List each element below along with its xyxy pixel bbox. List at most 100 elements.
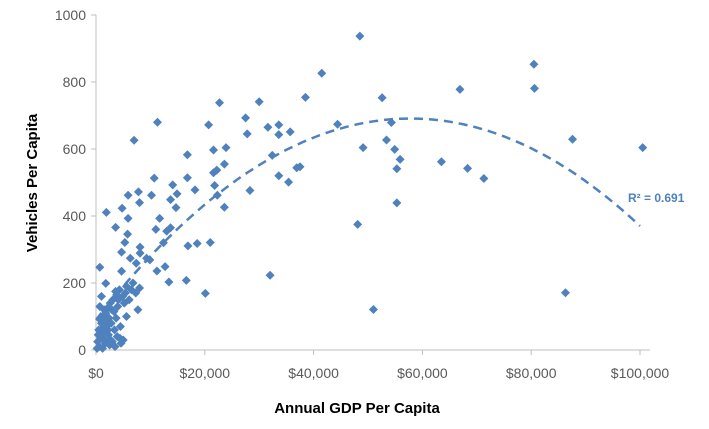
data-point bbox=[300, 92, 310, 102]
data-point bbox=[131, 258, 141, 268]
data-point bbox=[162, 226, 172, 236]
data-point bbox=[219, 159, 229, 169]
data-point bbox=[560, 288, 570, 298]
x-tick-label: $20,000 bbox=[179, 365, 230, 381]
data-point bbox=[568, 134, 578, 144]
data-point bbox=[263, 122, 273, 132]
data-point bbox=[133, 187, 143, 197]
data-point bbox=[152, 117, 162, 127]
data-point bbox=[192, 238, 202, 248]
data-point bbox=[392, 164, 402, 174]
data-point bbox=[479, 173, 489, 183]
data-point bbox=[274, 120, 284, 130]
data-point bbox=[171, 203, 181, 213]
data-point bbox=[100, 335, 110, 345]
data-point bbox=[101, 308, 111, 318]
data-point bbox=[135, 198, 145, 208]
data-point bbox=[274, 130, 284, 140]
data-point bbox=[123, 229, 133, 239]
data-point bbox=[284, 177, 294, 187]
data-point bbox=[111, 222, 121, 232]
data-point bbox=[98, 343, 108, 353]
data-point bbox=[209, 168, 219, 178]
data-point bbox=[93, 330, 103, 340]
data-point bbox=[182, 150, 192, 160]
data-point bbox=[160, 262, 170, 272]
data-point bbox=[529, 59, 539, 69]
data-point bbox=[455, 84, 465, 94]
data-point bbox=[124, 295, 134, 305]
data-point bbox=[245, 186, 255, 196]
data-point bbox=[190, 185, 200, 195]
data-point bbox=[146, 190, 156, 200]
data-point bbox=[392, 198, 402, 208]
data-point bbox=[125, 253, 135, 263]
data-point bbox=[205, 237, 215, 247]
data-point bbox=[182, 173, 192, 183]
data-point bbox=[135, 242, 145, 252]
data-point bbox=[106, 335, 116, 345]
data-point bbox=[221, 143, 231, 153]
data-point bbox=[395, 154, 405, 164]
data-point bbox=[116, 338, 126, 348]
data-point bbox=[292, 163, 302, 173]
data-point bbox=[123, 213, 133, 223]
data-point bbox=[172, 189, 182, 199]
data-point bbox=[166, 195, 176, 205]
y-tick-label: 1000 bbox=[55, 7, 86, 23]
x-axis-title: Annual GDP Per Capita bbox=[274, 400, 440, 417]
axes bbox=[91, 14, 650, 355]
data-point bbox=[128, 278, 138, 288]
data-point bbox=[267, 150, 277, 160]
data-point bbox=[129, 135, 139, 145]
data-point bbox=[98, 323, 108, 333]
y-tick-label: 400 bbox=[63, 208, 87, 224]
data-point bbox=[333, 119, 343, 129]
data-point bbox=[529, 83, 539, 93]
data-point bbox=[241, 113, 251, 123]
data-point bbox=[210, 181, 220, 191]
x-tick-label: $80,000 bbox=[506, 365, 557, 381]
data-point bbox=[149, 173, 159, 183]
data-point bbox=[117, 203, 127, 213]
data-point bbox=[168, 180, 178, 190]
data-point bbox=[101, 207, 111, 217]
data-point bbox=[109, 325, 119, 335]
data-point bbox=[117, 266, 127, 276]
data-point bbox=[113, 295, 123, 305]
data-point bbox=[95, 262, 105, 272]
data-point bbox=[317, 68, 327, 78]
data-point bbox=[381, 135, 391, 145]
data-point bbox=[390, 144, 400, 154]
data-point bbox=[274, 171, 284, 181]
tick-labels: 0 200 400 600 800 1000 $0 $20,000 $40,000 $60,000… bbox=[55, 7, 670, 381]
y-tick-label: 0 bbox=[78, 342, 86, 358]
data-point bbox=[92, 343, 102, 353]
x-tick-label: $40,000 bbox=[288, 365, 339, 381]
data-point bbox=[285, 127, 295, 137]
x-tick-label: $60,000 bbox=[397, 365, 448, 381]
data-point bbox=[214, 98, 224, 108]
data-point bbox=[353, 219, 363, 229]
data-point bbox=[377, 93, 387, 103]
data-point bbox=[95, 301, 105, 311]
data-point bbox=[204, 120, 214, 130]
data-point bbox=[133, 305, 143, 315]
data-point bbox=[155, 213, 165, 223]
data-point bbox=[123, 190, 133, 200]
x-tick-label: $0 bbox=[88, 365, 104, 381]
data-point bbox=[152, 266, 162, 276]
data-point bbox=[120, 237, 130, 247]
data-point bbox=[111, 313, 121, 323]
data-point bbox=[121, 312, 131, 321]
data-point bbox=[107, 305, 117, 315]
data-point bbox=[368, 304, 378, 314]
data-point bbox=[242, 129, 252, 139]
data-point bbox=[358, 143, 368, 153]
data-points bbox=[92, 31, 648, 353]
data-point bbox=[436, 157, 446, 167]
data-point bbox=[151, 224, 161, 234]
data-point bbox=[117, 247, 127, 257]
data-point bbox=[183, 241, 193, 251]
data-point bbox=[110, 342, 120, 352]
